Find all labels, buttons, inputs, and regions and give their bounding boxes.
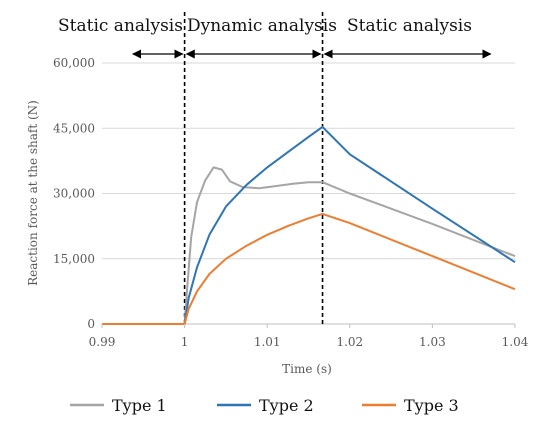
y-axis: 0 15,000 30,000 45,000 60,000: [53, 56, 95, 331]
series-line-type-2: [102, 125, 516, 325]
legend-label-type-2: Type 2: [259, 396, 314, 415]
gridlines: [102, 62, 515, 325]
y-tick-label-2: 30,000: [53, 187, 95, 201]
legend-item-type-2: Type 2: [217, 396, 314, 415]
y-axis-title: Reaction force at the shaft (N): [26, 100, 40, 286]
x-tick-label-0: 0.99: [89, 335, 116, 349]
x-tick-label-3: 1.02: [336, 335, 363, 349]
legend-item-type-3: Type 3: [362, 396, 459, 415]
x-tick-label-5: 1.04: [502, 335, 529, 349]
x-axis: 0.99 1 1.01 1.02 1.03 1.04: [89, 324, 529, 349]
x-tick-label-2: 1.01: [254, 335, 281, 349]
x-tick-label-1: 1: [181, 335, 189, 349]
legend-label-type-1: Type 1: [112, 396, 167, 415]
y-tick-label-4: 60,000: [53, 56, 95, 70]
x-tick-label-4: 1.03: [419, 335, 446, 349]
x-axis-title: Time (s): [282, 362, 332, 376]
legend-item-type-1: Type 1: [70, 396, 167, 415]
region-label-dynamic: Dynamic analysis: [187, 16, 337, 36]
series-line-type-3: [102, 212, 516, 325]
y-tick-label-1: 15,000: [53, 252, 95, 266]
region-label-static-2: Static analysis: [347, 16, 472, 36]
y-tick-label-0: 0: [87, 317, 95, 331]
series-lines: [102, 125, 516, 325]
y-tick-label-3: 45,000: [53, 121, 95, 135]
region-label-static-1: Static analysis: [58, 16, 183, 36]
analysis-regions: Static analysis Dynamic analysis Static …: [58, 16, 492, 59]
series-line-type-1: [102, 166, 516, 325]
legend-label-type-3: Type 3: [404, 396, 459, 415]
legend: Type 1 Type 2 Type 3: [70, 396, 459, 415]
analysis-boundaries: [183, 12, 324, 324]
